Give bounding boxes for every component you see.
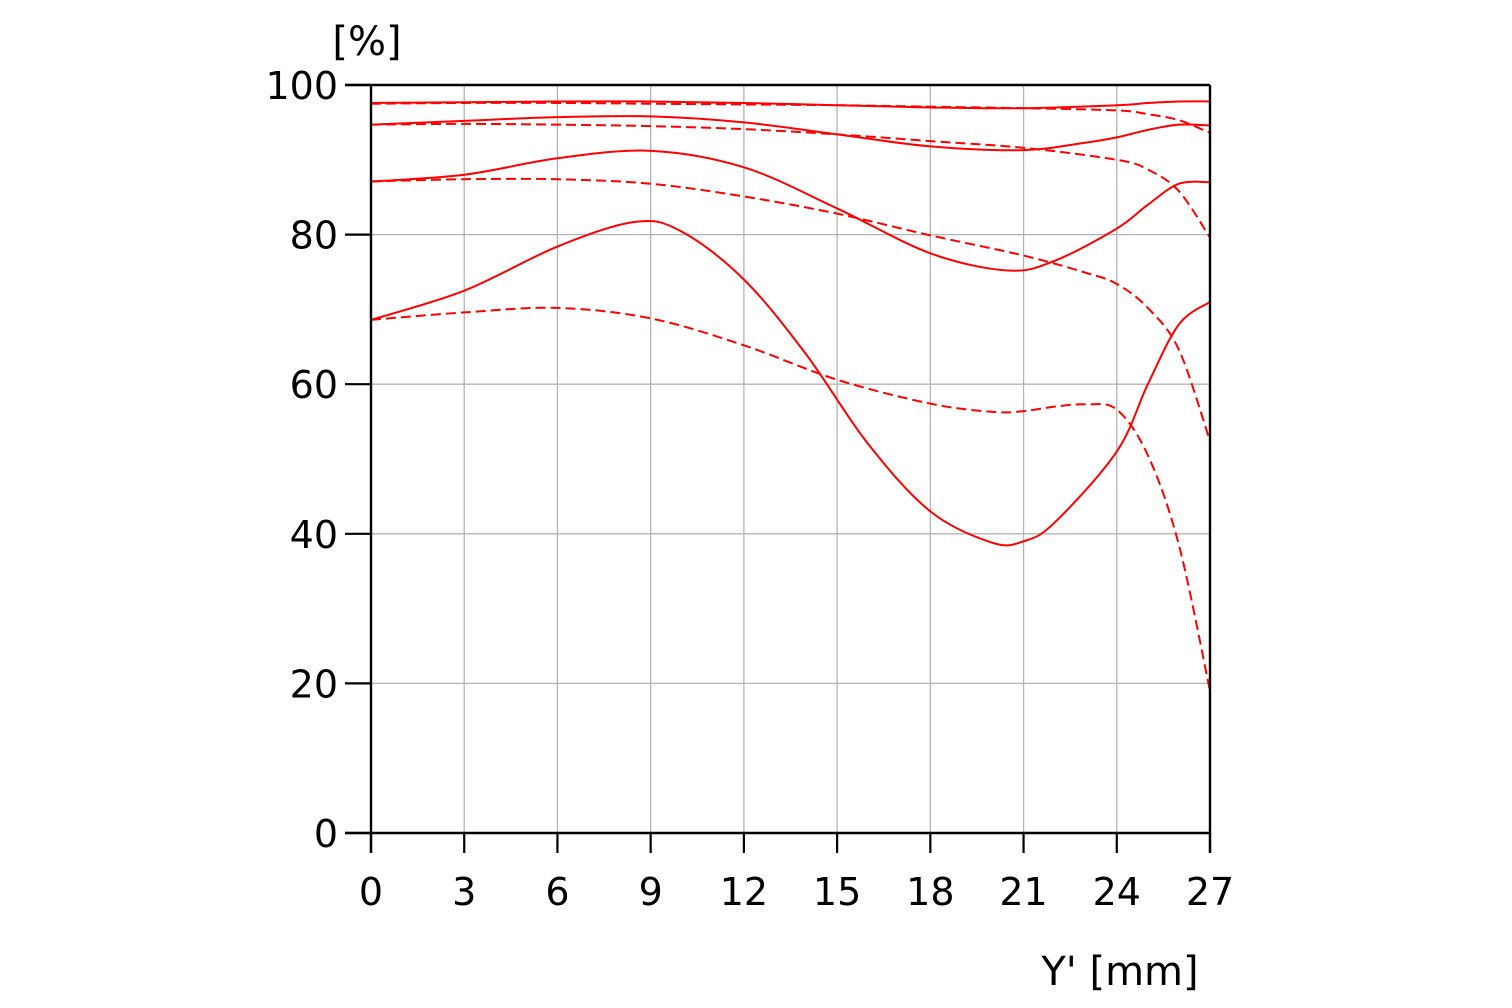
x-tick-label: 6 xyxy=(545,870,569,914)
series-line-3 xyxy=(370,115,1211,152)
axes-layer xyxy=(345,83,1212,853)
y-tick-label: 80 xyxy=(290,214,338,258)
y-tick-label: 40 xyxy=(290,513,338,557)
x-tick-label: 24 xyxy=(1093,870,1141,914)
x-tick-label: 15 xyxy=(813,870,861,914)
x-tick-label: 9 xyxy=(639,870,663,914)
y-tick-label: 100 xyxy=(265,64,338,108)
y-tick-label: 0 xyxy=(314,812,338,856)
y-tick-label: 60 xyxy=(290,363,338,407)
x-tick-label: 27 xyxy=(1186,870,1234,914)
x-tick-label: 12 xyxy=(720,870,768,914)
x-tick-label: 0 xyxy=(359,870,383,914)
series-line-7 xyxy=(370,220,1211,547)
x-tick-label: 3 xyxy=(452,870,476,914)
grid-layer xyxy=(371,84,1211,833)
series-line-5 xyxy=(370,149,1211,272)
series-line-8 xyxy=(370,306,1211,692)
series-line-6 xyxy=(370,177,1211,442)
x-tick-label: 18 xyxy=(906,870,954,914)
series-layer xyxy=(370,100,1211,692)
x-tick-label: 21 xyxy=(999,870,1047,914)
x-axis-unit-label: Y' [mm] xyxy=(1040,949,1198,995)
series-line-2 xyxy=(370,101,1211,134)
y-axis-unit-label: [%] xyxy=(332,19,401,65)
y-tick-label: 20 xyxy=(290,662,338,706)
labels-layer: 0 20 40 60 80 100 0 3 6 9 12 15 18 21 24 27 xyxy=(265,64,1234,914)
series-line-4 xyxy=(370,122,1211,239)
